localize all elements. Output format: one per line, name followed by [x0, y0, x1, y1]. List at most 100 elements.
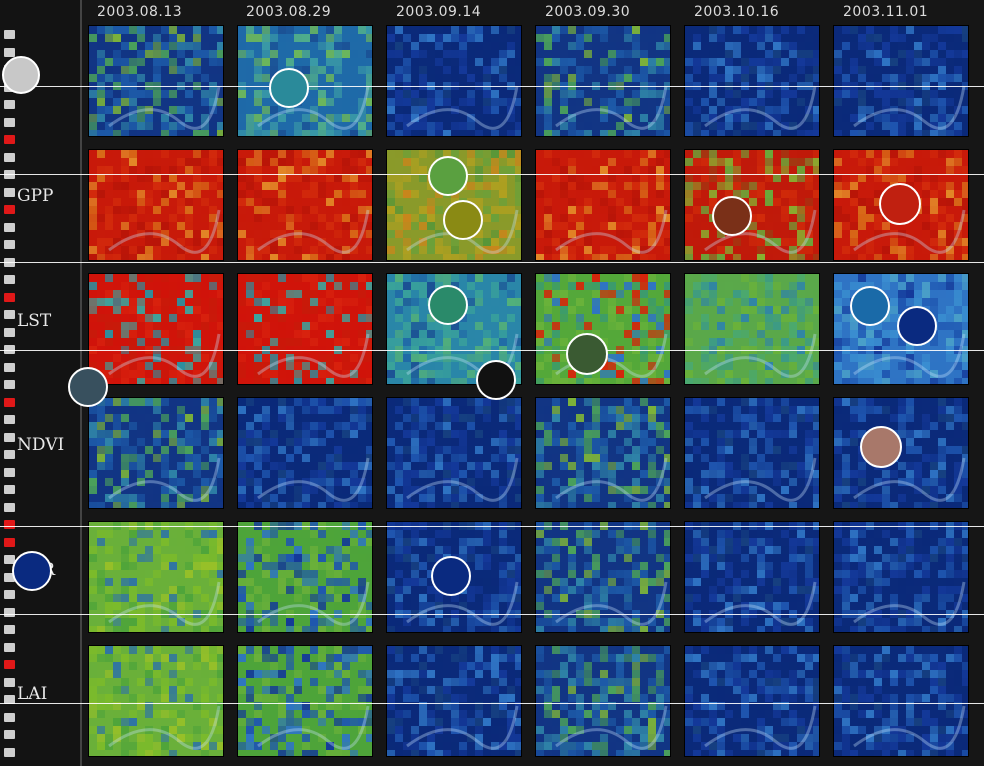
marker-red[interactable]: [4, 135, 15, 144]
date-header-6: 2003.11.01: [843, 4, 929, 20]
selection-circle[interactable]: [68, 367, 108, 407]
tile-r5-c4[interactable]: [535, 521, 672, 634]
tile-image: [536, 150, 672, 262]
selection-circle[interactable]: [712, 196, 752, 236]
tile-r4-c5[interactable]: [684, 397, 821, 510]
tile-image: [685, 398, 821, 510]
tile-r6-c2[interactable]: [237, 645, 374, 758]
selection-circle[interactable]: [897, 306, 937, 346]
marker[interactable]: [4, 187, 15, 197]
marker[interactable]: [4, 117, 15, 127]
marker[interactable]: [4, 712, 15, 722]
marker[interactable]: [4, 730, 15, 739]
tile-image: [536, 522, 672, 634]
tile-image: [536, 26, 672, 138]
tile-image: [685, 646, 821, 758]
marker[interactable]: [4, 275, 15, 284]
tile-r6-c6[interactable]: [833, 645, 970, 758]
tile-r1-c6[interactable]: [833, 25, 970, 138]
marker[interactable]: [4, 432, 15, 442]
tile-r6-c4[interactable]: [535, 645, 672, 758]
selection-circle[interactable]: [269, 68, 309, 108]
marker[interactable]: [4, 590, 15, 599]
tile-r4-c3[interactable]: [386, 397, 523, 510]
tile-image: [685, 274, 821, 386]
marker[interactable]: [4, 642, 15, 652]
tile-r2-c4[interactable]: [535, 149, 672, 262]
selection-circle[interactable]: [431, 556, 471, 596]
marker[interactable]: [4, 240, 15, 249]
marker[interactable]: [4, 47, 15, 57]
tile-r4-c4[interactable]: [535, 397, 672, 510]
marker[interactable]: [4, 485, 15, 494]
marker-red[interactable]: [4, 205, 15, 214]
tile-r6-c1[interactable]: [88, 645, 225, 758]
guide-line: [0, 614, 984, 615]
selection-circle[interactable]: [12, 551, 52, 591]
selection-circle[interactable]: [443, 200, 483, 240]
marker[interactable]: [4, 677, 15, 687]
marker[interactable]: [4, 327, 15, 337]
tile-image: [89, 646, 225, 758]
selection-circle[interactable]: [850, 286, 890, 326]
marker[interactable]: [4, 152, 15, 162]
tile-r1-c3[interactable]: [386, 25, 523, 138]
date-header-2: 2003.08.29: [246, 4, 332, 20]
marker-red[interactable]: [4, 660, 15, 669]
selection-circle[interactable]: [879, 183, 921, 225]
marker[interactable]: [4, 415, 15, 424]
tile-image: [685, 150, 821, 262]
selection-circle[interactable]: [566, 333, 608, 375]
marker[interactable]: [4, 695, 15, 704]
marker[interactable]: [4, 100, 15, 109]
marker[interactable]: [4, 30, 15, 39]
marker-red[interactable]: [4, 537, 15, 547]
selection-circle[interactable]: [860, 426, 902, 468]
marker[interactable]: [4, 502, 15, 512]
tile-r3-c1[interactable]: [88, 273, 225, 386]
row-label-lai: LAI: [17, 684, 48, 704]
tile-image: [89, 274, 225, 386]
tile-r5-c1[interactable]: [88, 521, 225, 634]
marker[interactable]: [4, 450, 15, 459]
tile-r5-c6[interactable]: [833, 521, 970, 634]
tile-r6-c5[interactable]: [684, 645, 821, 758]
marker[interactable]: [4, 380, 15, 389]
tile-r5-c2[interactable]: [237, 521, 374, 634]
tile-r2-c1[interactable]: [88, 149, 225, 262]
tile-r2-c2[interactable]: [237, 149, 374, 262]
tile-r3-c4[interactable]: [535, 273, 672, 386]
selection-circle[interactable]: [428, 156, 468, 196]
tile-image: [89, 150, 225, 262]
tile-r4-c2[interactable]: [237, 397, 374, 510]
tile-r1-c1[interactable]: [88, 25, 225, 138]
tile-image: [238, 522, 374, 634]
marker[interactable]: [4, 555, 15, 564]
tile-image: [89, 522, 225, 634]
date-header-3: 2003.09.14: [396, 4, 482, 20]
tile-image: [89, 26, 225, 138]
tile-r3-c5[interactable]: [684, 273, 821, 386]
selection-circle[interactable]: [428, 285, 468, 325]
marker[interactable]: [4, 310, 15, 319]
marker-red[interactable]: [4, 292, 15, 302]
marker[interactable]: [4, 747, 15, 757]
marker-red[interactable]: [4, 520, 15, 529]
selection-circle[interactable]: [476, 360, 516, 400]
tile-r1-c4[interactable]: [535, 25, 672, 138]
tile-r1-c5[interactable]: [684, 25, 821, 138]
marker[interactable]: [4, 362, 15, 372]
marker[interactable]: [4, 572, 15, 582]
marker[interactable]: [4, 625, 15, 634]
selection-circle[interactable]: [2, 56, 40, 94]
tile-r3-c2[interactable]: [237, 273, 374, 386]
tile-r4-c1[interactable]: [88, 397, 225, 510]
marker[interactable]: [4, 607, 15, 617]
marker[interactable]: [4, 345, 15, 354]
tile-r5-c5[interactable]: [684, 521, 821, 634]
marker[interactable]: [4, 222, 15, 232]
tile-r6-c3[interactable]: [386, 645, 523, 758]
marker-red[interactable]: [4, 397, 15, 407]
tile-r2-c5[interactable]: [684, 149, 821, 262]
marker[interactable]: [4, 467, 15, 477]
